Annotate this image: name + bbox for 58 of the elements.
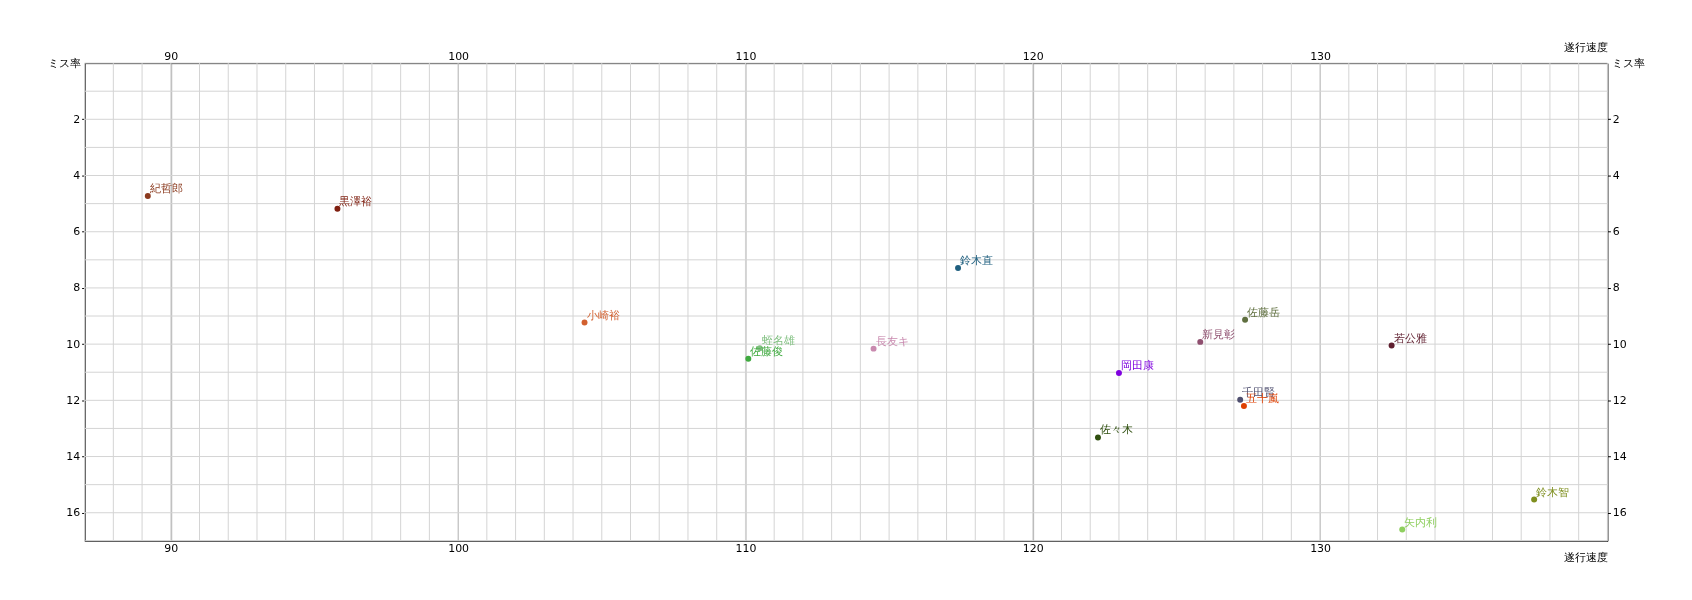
y-tick-label: 10 [66, 337, 81, 351]
y-tick-label: 6 [73, 225, 81, 239]
y-tick-label: 8 [73, 281, 81, 295]
y2-tick-label: 16 [1612, 506, 1627, 520]
y2-tick-label: 8 [1612, 281, 1620, 295]
point [1115, 370, 1122, 377]
point [1531, 496, 1538, 503]
y2-tick-label: 10 [1612, 337, 1627, 351]
point [1242, 316, 1249, 323]
x2-axis-title: 遂行速度 [1563, 40, 1608, 54]
y-tick-label: 4 [73, 169, 81, 182]
point [144, 193, 151, 200]
series-label: 佐藤岳 [1247, 305, 1281, 319]
y2-tick-label: 2 [1612, 112, 1620, 126]
series-label: 若公雅 [1393, 331, 1427, 345]
series-label: 岡田康 [1120, 359, 1154, 373]
y-axis-title: ミス率 [48, 56, 82, 70]
series-label: 佐藤俊 [750, 344, 784, 358]
point [581, 319, 588, 326]
point [1388, 342, 1395, 349]
point [334, 205, 341, 212]
x-tick-label: 130 [1310, 49, 1332, 63]
x2-tick-label: 130 [1310, 542, 1332, 556]
x-axis-title: 遂行速度 [1563, 551, 1608, 565]
y2-tick-label: 6 [1612, 225, 1620, 239]
series-label: 黒澤裕 [339, 194, 373, 208]
x-tick-label: 110 [735, 49, 757, 63]
y2-tick-label: 4 [1612, 169, 1620, 182]
point [955, 264, 962, 271]
series-label: 鈴木直 [960, 253, 994, 267]
y2-tick-label: 14 [1612, 450, 1627, 464]
y2-tick-label: 12 [1612, 393, 1627, 407]
point [745, 355, 752, 362]
x2-tick-label: 90 [164, 542, 179, 556]
point [1240, 402, 1247, 409]
point [1197, 338, 1204, 345]
series-label: 小崎裕 [586, 308, 620, 322]
series-label: 鈴木智 [1536, 485, 1570, 499]
x-tick-label: 120 [1022, 49, 1044, 63]
point [1094, 434, 1101, 441]
x2-tick-label: 110 [735, 542, 757, 556]
series-label: 新見彰 [1202, 327, 1236, 341]
point [870, 345, 877, 352]
x-tick-label: 90 [164, 49, 179, 63]
point [1237, 396, 1244, 403]
y-tick-label: 12 [66, 393, 81, 407]
y-tick-label: 14 [66, 450, 81, 464]
y2-axis-title: ミス率 [1611, 56, 1645, 70]
x2-tick-label: 100 [448, 542, 470, 556]
y-tick-label: 2 [73, 112, 81, 126]
y-tick-label: 16 [66, 506, 81, 520]
series-label: 矢内利 [1404, 515, 1438, 529]
x2-tick-label: 120 [1022, 542, 1044, 556]
series-label: 長友キ [875, 334, 909, 348]
series-label: 紀哲郎 [149, 182, 183, 196]
series-label: 佐々木 [1099, 423, 1133, 437]
x-tick-label: 100 [448, 49, 470, 63]
point [1399, 526, 1406, 533]
